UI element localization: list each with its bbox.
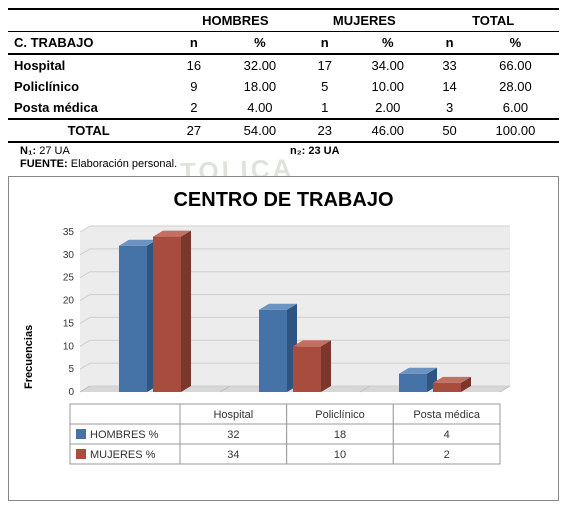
table-cell: 2	[169, 97, 218, 119]
corner-label: C. TRABAJO	[8, 32, 169, 55]
total-cell: 46.00	[348, 119, 427, 142]
chart-svg: 0 5 10 15 20 25 30 35 Hospital Policlínico Posta m…	[35, 222, 535, 492]
col-group-total: TOTAL	[427, 9, 559, 32]
chart-container: CENTRO DE TRABAJO Frecuencias 0 5 10 15 20 25…	[8, 176, 559, 501]
svg-text:10: 10	[334, 449, 346, 461]
table-cell: 1	[301, 97, 348, 119]
n2-value: 23 UA	[308, 145, 339, 157]
svg-text:HOMBRES %: HOMBRES %	[90, 429, 159, 441]
svg-text:34: 34	[227, 449, 239, 461]
table-header-groups: HOMBRES MUJERES TOTAL	[8, 9, 559, 32]
table-cell: 34.00	[348, 54, 427, 76]
table-cell: 18.00	[218, 76, 301, 97]
table-cell: 17	[301, 54, 348, 76]
svg-text:5: 5	[68, 364, 74, 375]
row-label: Hospital	[8, 54, 169, 76]
fuente-label: FUENTE:	[20, 158, 68, 170]
total-cell: 100.00	[472, 119, 559, 142]
svg-text:0: 0	[68, 387, 74, 398]
chart-title: CENTRO DE TRABAJO	[19, 189, 548, 212]
table-cell: 2.00	[348, 97, 427, 119]
table-cell: 10.00	[348, 76, 427, 97]
subhdr-n: n	[301, 32, 348, 55]
data-table: HOMBRES MUJERES TOTAL C. TRABAJO n % n %…	[8, 8, 559, 143]
table-cell: 32.00	[218, 54, 301, 76]
table-cell: 16	[169, 54, 218, 76]
n2-label: n₂:	[290, 145, 305, 157]
table-cell: 4.00	[218, 97, 301, 119]
subhdr-pct: %	[348, 32, 427, 55]
total-cell: 27	[169, 119, 218, 142]
table-cell: 33	[427, 54, 472, 76]
col-group-mujeres: MUJERES	[301, 9, 427, 32]
total-cell: 50	[427, 119, 472, 142]
total-cell: 54.00	[218, 119, 301, 142]
col-group-hombres: HOMBRES	[169, 9, 301, 32]
table-cell: 14	[427, 76, 472, 97]
total-cell: 23	[301, 119, 348, 142]
svg-text:30: 30	[63, 250, 75, 261]
n1-value: 27 UA	[39, 145, 70, 157]
table-header-sub: C. TRABAJO n % n % n %	[8, 32, 559, 55]
subhdr-pct: %	[218, 32, 301, 55]
svg-text:Posta médica: Posta médica	[413, 409, 481, 421]
table-cell: 5	[301, 76, 348, 97]
table-cell: 6.00	[472, 97, 559, 119]
table-cell: 9	[169, 76, 218, 97]
table-cell: 66.00	[472, 54, 559, 76]
table-row: Posta médica24.0012.0036.00	[8, 97, 559, 119]
subhdr-pct: %	[472, 32, 559, 55]
table-cell: 3	[427, 97, 472, 119]
svg-text:4: 4	[444, 429, 450, 441]
svg-text:Hospital: Hospital	[213, 409, 253, 421]
subhdr-n: n	[169, 32, 218, 55]
table-row: Policlínico918.00510.001428.00	[8, 76, 559, 97]
svg-text:35: 35	[63, 227, 75, 238]
table-row: Hospital1632.001734.003366.00	[8, 54, 559, 76]
svg-text:Policlínico: Policlínico	[315, 409, 365, 421]
table-cell: 28.00	[472, 76, 559, 97]
row-label: Policlínico	[8, 76, 169, 97]
svg-text:32: 32	[227, 429, 239, 441]
svg-text:20: 20	[63, 296, 75, 307]
table-total-row: TOTAL 27 54.00 23 46.00 50 100.00	[8, 119, 559, 142]
fuente-value: Elaboración personal.	[71, 158, 177, 170]
svg-text:10: 10	[63, 341, 75, 352]
svg-text:25: 25	[63, 273, 75, 284]
svg-text:15: 15	[63, 318, 75, 329]
svg-text:18: 18	[334, 429, 346, 441]
svg-text:2: 2	[444, 449, 450, 461]
n1-label: N₁:	[20, 145, 36, 157]
table-notes: N₁: 27 UA n₂: 23 UA FUENTE: Elaboración …	[20, 145, 559, 170]
chart-ylabel: Frecuencias	[19, 222, 35, 492]
subhdr-n: n	[427, 32, 472, 55]
svg-text:MUJERES %: MUJERES %	[90, 449, 156, 461]
total-label: TOTAL	[8, 119, 169, 142]
row-label: Posta médica	[8, 97, 169, 119]
